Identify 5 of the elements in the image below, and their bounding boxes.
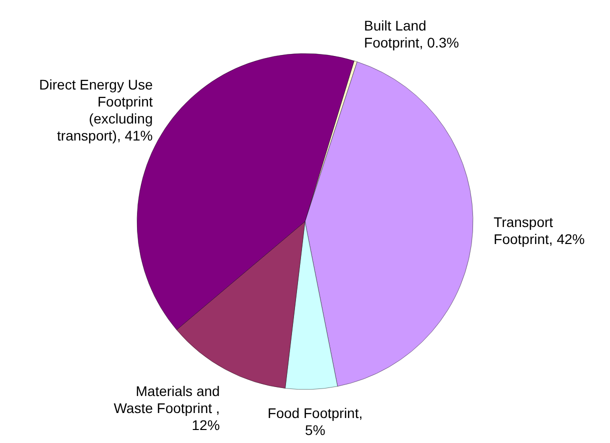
slice-label: Transport Footprint, 42% <box>494 214 585 248</box>
slice-label: Food Footprint, 5% <box>268 404 363 438</box>
slice-label: Materials and Waste Footprint , 12% <box>114 382 220 433</box>
slice-label: Built Land Footprint, 0.3% <box>364 18 459 51</box>
slice-label: Direct Energy Use Footprint (excluding transport), 41% <box>39 76 153 144</box>
